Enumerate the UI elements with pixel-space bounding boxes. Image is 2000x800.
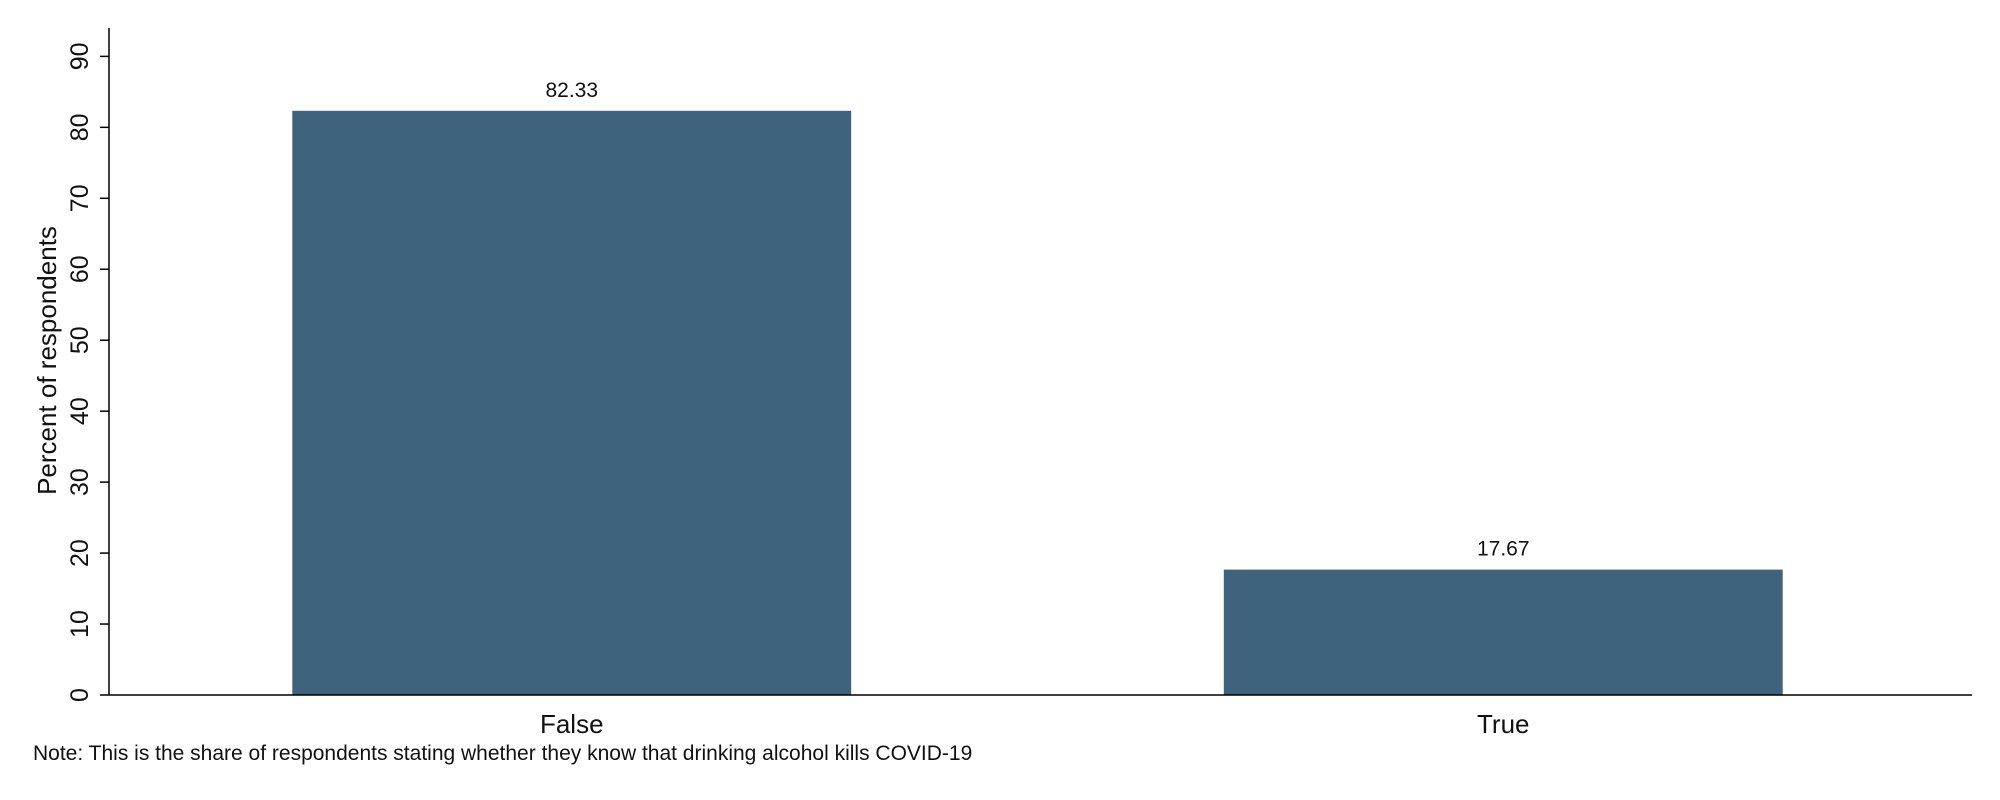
y-tick-label: 50 — [66, 326, 94, 354]
data-label-true: 17.67 — [1477, 538, 1530, 561]
x-tick-label-false: False — [540, 709, 604, 739]
bar-false — [292, 110, 852, 695]
bars — [292, 110, 1783, 695]
y-tick-label: 70 — [66, 184, 94, 212]
x-tick-label-true: True — [1477, 709, 1530, 739]
y-tick-label: 20 — [66, 539, 94, 567]
chart-note: Note: This is the share of respondents s… — [33, 742, 973, 765]
data-labels: 82.33 17.67 — [545, 79, 1529, 561]
y-tick-label: 10 — [66, 610, 94, 638]
y-tick-label: 80 — [66, 113, 94, 141]
y-tick-label: 90 — [66, 42, 94, 70]
y-tick-label: 30 — [66, 468, 94, 496]
y-tick-label: 40 — [66, 397, 94, 425]
x-axis-tick-labels: False True — [540, 709, 1530, 739]
y-tick-label: 0 — [66, 688, 94, 702]
data-label-false: 82.33 — [545, 79, 598, 102]
y-tick-label: 60 — [66, 255, 94, 283]
y-axis-ticks: 0 10 20 30 40 50 60 70 80 90 — [66, 42, 109, 702]
y-axis-title: Percent of respondents — [32, 226, 62, 495]
bar-true — [1223, 569, 1783, 695]
